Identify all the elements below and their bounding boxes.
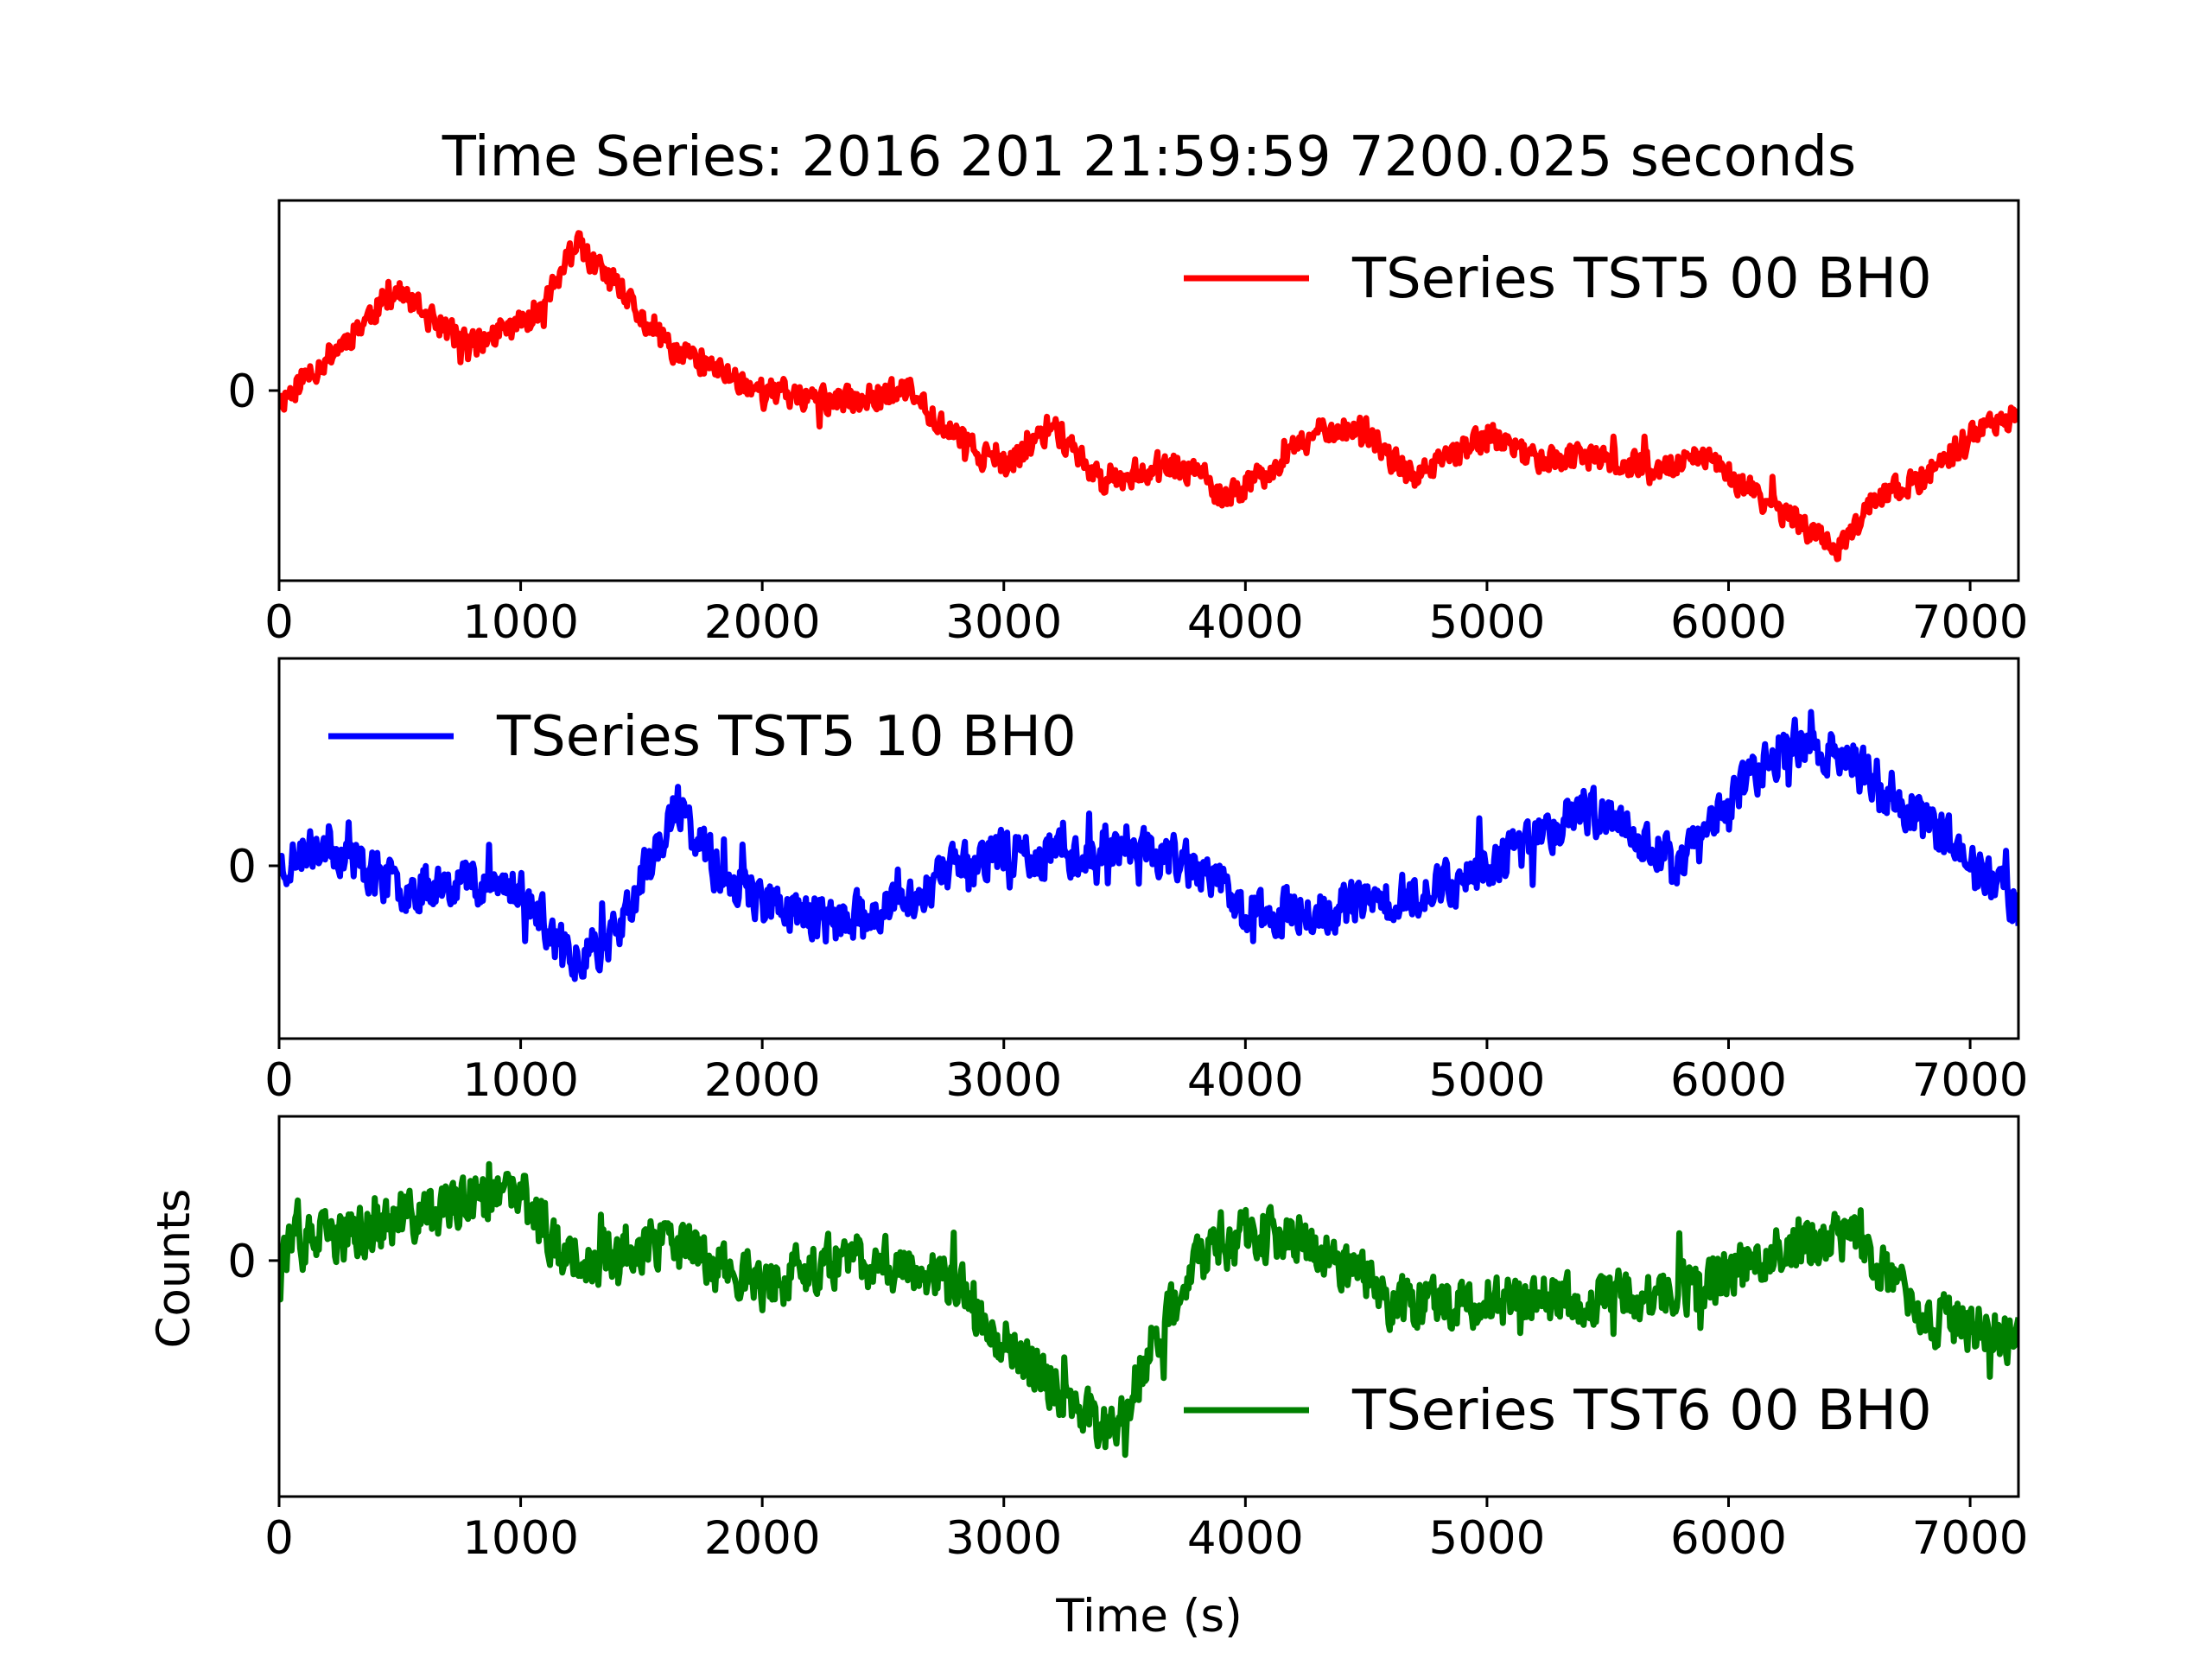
figure-title: Time Series: 2016 201 21:59:59 7200.025 … (442, 125, 1857, 189)
x-tick-label: 7000 (1912, 1054, 2029, 1107)
y-tick-label: 0 (227, 841, 257, 893)
legend-label: TSeries TST5 00 BH0 (1351, 247, 1932, 311)
x-tick-label: 3000 (945, 596, 1062, 649)
legend-label: TSeries TST5 10 BH0 (496, 705, 1077, 769)
chart-panel-3: 0 1000 2000 3000 4000 5000 6000 7000 0 TSeries TS… (227, 1115, 2029, 1565)
x-tick-label: 4000 (1187, 596, 1304, 649)
chart-panel-2: 0 1000 2000 3000 4000 5000 6000 7000 0 TSeries TS… (227, 657, 2029, 1107)
x-tick-label: 1000 (462, 596, 579, 649)
chart-panels: 0 1000 2000 3000 4000 5000 6000 7000 0 TSeries TS… (227, 199, 2029, 1565)
x-tick-label: 5000 (1428, 596, 1545, 649)
legend: TSeries TST5 00 BH0 (1184, 247, 1932, 311)
x-tick-label: 4000 (1187, 1512, 1304, 1565)
legend: TSeries TST5 10 BH0 (328, 705, 1077, 769)
x-tick-label: 5000 (1428, 1512, 1545, 1565)
y-tick-label: 0 (227, 365, 257, 418)
axes-frame (277, 657, 2020, 1040)
y-axis-label: Counts (148, 1188, 200, 1348)
x-tick-label: 1000 (462, 1512, 579, 1565)
x-tick-label: 3000 (945, 1512, 1062, 1565)
x-tick-label: 6000 (1670, 596, 1787, 649)
x-tick-label: 1000 (462, 1054, 579, 1107)
series-line-3 (279, 1160, 2018, 1459)
x-tick-label: 3000 (945, 1054, 1062, 1107)
x-tick-label: 7000 (1912, 596, 2029, 649)
x-tick-label: 0 (264, 1512, 294, 1565)
x-axis-label: Time (s) (1055, 1590, 1243, 1643)
legend-label: TSeries TST6 00 BH0 (1351, 1379, 1932, 1443)
x-tick-label: 0 (264, 1054, 294, 1107)
series-line-1 (279, 230, 2018, 563)
x-tick-label: 0 (264, 596, 294, 649)
x-tick-label: 2000 (704, 1054, 821, 1107)
chart-panel-1: 0 1000 2000 3000 4000 5000 6000 7000 0 TSeries TS… (227, 199, 2029, 649)
x-tick-label: 7000 (1912, 1512, 2029, 1565)
legend: TSeries TST6 00 BH0 (1184, 1379, 1932, 1443)
axes-frame (277, 1115, 2020, 1498)
y-tick-label: 0 (227, 1236, 257, 1288)
series-line-2 (279, 709, 2018, 982)
x-tick-label: 6000 (1670, 1054, 1787, 1107)
x-tick-label: 2000 (704, 1512, 821, 1565)
x-tick-label: 2000 (704, 596, 821, 649)
x-tick-label: 6000 (1670, 1512, 1787, 1565)
x-tick-label: 5000 (1428, 1054, 1545, 1107)
x-tick-label: 4000 (1187, 1054, 1304, 1107)
